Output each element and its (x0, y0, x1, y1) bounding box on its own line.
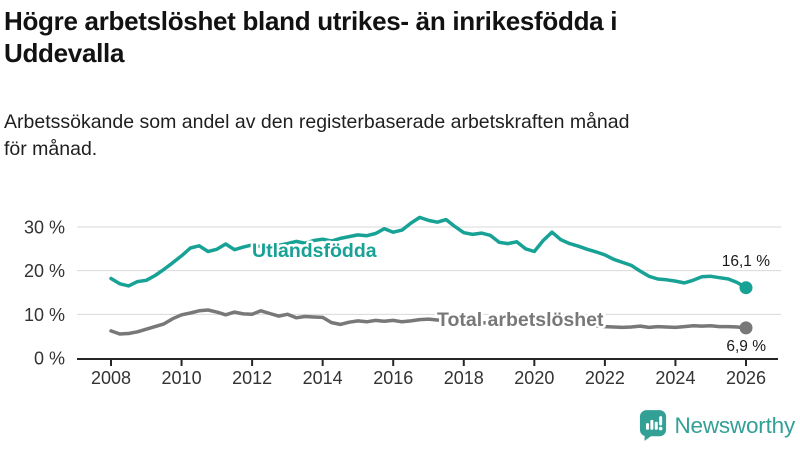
chart-subtitle: Arbetssökande som andel av den registerb… (4, 109, 796, 163)
end-value-label-utlandsfodda: 16,1 % (722, 253, 770, 270)
subtitle-line-1: Arbetssökande som andel av den registerb… (4, 111, 630, 133)
axis-layer: 0 % 10 % 20 % 30 % 2008 2010 2012 2014 2016 2018 2… (24, 217, 778, 388)
page-title: Högre arbetslöshet bland utrikes- än inr… (4, 5, 796, 69)
x-tick-label: 2016 (373, 368, 413, 388)
x-tick-label: 2010 (162, 368, 202, 388)
label-layer: Utlandsfödda Total arbetslöshet 16,1 % 6… (250, 238, 772, 357)
y-tick-label: 10 % (24, 305, 65, 325)
x-tick-label: 2014 (303, 368, 343, 388)
bar-chart-speech-bubble-icon (640, 410, 667, 441)
y-tick-label: 0 % (34, 349, 65, 369)
x-tick-label: 2024 (655, 368, 695, 388)
x-tick-label: 2018 (444, 368, 484, 388)
newsworthy-logo: Newsworthy (639, 409, 795, 442)
series-end-dot-0 (739, 281, 753, 295)
x-tick-label: 2012 (232, 368, 272, 388)
x-tick-label: 2026 (726, 368, 766, 388)
end-value-label-total: 6,9 % (726, 338, 766, 355)
grid-layer (77, 226, 781, 315)
series-label-utlandsfodda: Utlandsfödda (252, 240, 377, 262)
series-layer (109, 215, 753, 336)
y-tick-label: 30 % (24, 217, 65, 237)
x-tick-label: 2020 (514, 368, 554, 388)
title-line-1: Högre arbetslöshet bland utrikes- än inr… (4, 6, 618, 36)
y-tick-label: 20 % (24, 261, 65, 281)
subtitle-line-2: för månad. (4, 138, 98, 160)
x-tick-label: 2008 (91, 368, 131, 388)
series-line-1 (109, 308, 748, 336)
series-line-0 (109, 215, 748, 290)
title-line-2: Uddevalla (4, 38, 125, 68)
series-label-total-arbetsloshet: Total arbetslöshet (437, 309, 604, 331)
brand-name: Newsworthy (674, 412, 795, 438)
series-end-dot-1 (739, 321, 753, 335)
x-tick-label: 2022 (585, 368, 625, 388)
